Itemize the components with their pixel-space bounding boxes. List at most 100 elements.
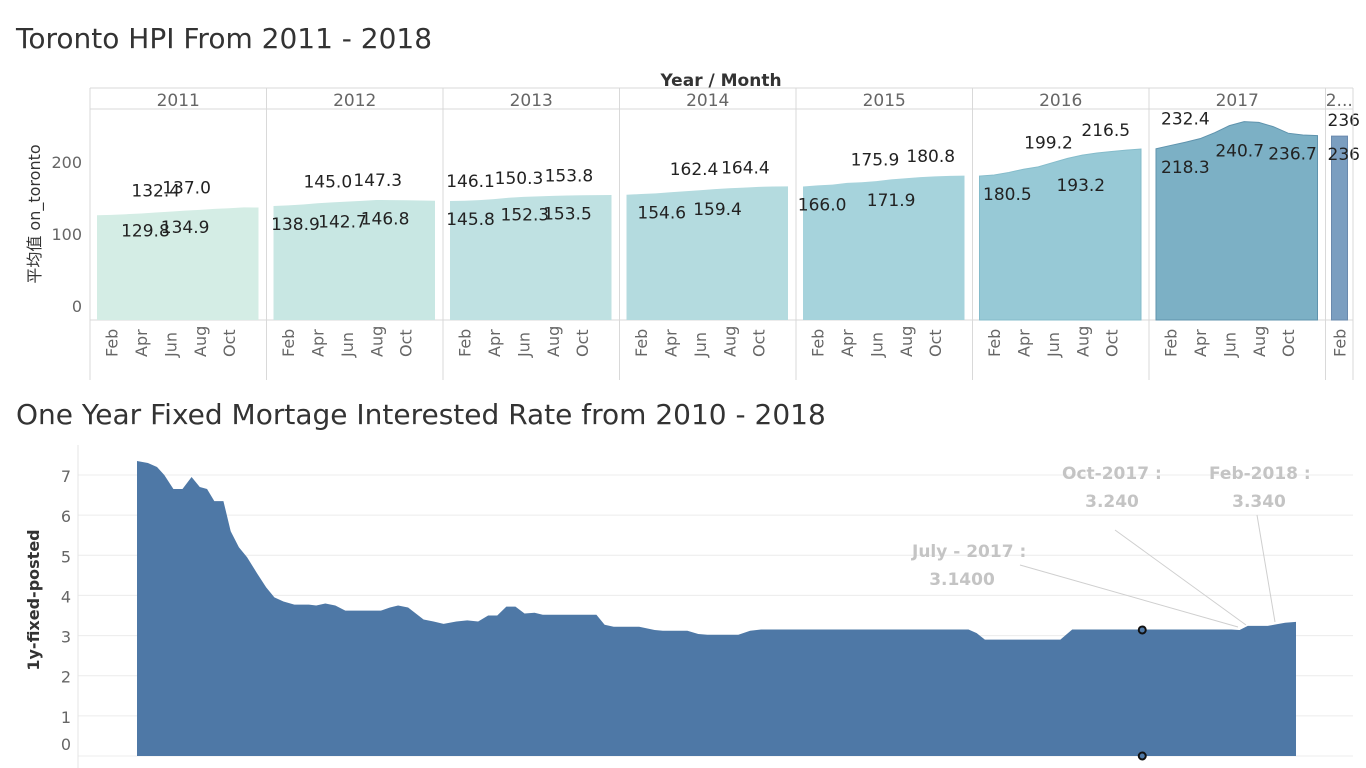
hpi-month-tick: Apr — [838, 329, 857, 357]
hpi-month-tick: Apr — [485, 329, 504, 357]
hpi-data-label: 134.9 — [161, 218, 210, 238]
hpi-data-label: 138.9 — [271, 215, 320, 235]
hpi-y-axis-label: 平均值 on_toronto — [25, 144, 45, 283]
hpi-month-tick: Jun — [338, 332, 357, 358]
hpi-area-2018 — [1331, 135, 1348, 321]
hpi-area-2017 — [1155, 121, 1318, 321]
hpi-month-tick: Jun — [161, 332, 180, 358]
hpi-data-label: 146.8 — [361, 209, 410, 229]
hpi-month-tick: Oct — [926, 329, 945, 357]
hpi-year-header: 2012 — [333, 91, 376, 111]
rate-chart-title: One Year Fixed Mortage Interested Rate f… — [16, 398, 826, 431]
hpi-data-label: 137.0 — [162, 178, 211, 198]
hpi-month-tick: Aug — [720, 326, 739, 357]
rate-y-tick-label: 1 — [61, 708, 71, 727]
hpi-data-label: 218.3 — [1161, 158, 1210, 178]
hpi-month-tick: Feb — [279, 329, 298, 357]
hpi-data-label: 199.2 — [1024, 134, 1073, 154]
hpi-y-tick-label: 0 — [72, 297, 82, 316]
hpi-data-label: 142.7 — [318, 212, 367, 232]
rate-annotation-value: 3.340 — [1232, 492, 1286, 512]
rate-y-tick-label: 5 — [61, 547, 71, 566]
hpi-y-tick-label: 100 — [51, 225, 82, 244]
hpi-month-tick: Feb — [985, 329, 1004, 357]
hpi-month-tick: Jun — [1220, 332, 1239, 358]
hpi-month-tick: Aug — [191, 326, 210, 357]
rate-y-tick-label: 2 — [61, 668, 71, 687]
rate-y-tick-label: 4 — [61, 587, 71, 606]
hpi-data-label: 159.4 — [693, 200, 742, 220]
rate-annotation-leader — [1256, 514, 1276, 623]
rate-annotation-label: July - 2017 : — [911, 542, 1026, 562]
hpi-month-tick: Oct — [750, 329, 769, 357]
hpi-year-header: 2017 — [1216, 91, 1259, 111]
hpi-area-2015 — [803, 175, 965, 320]
hpi-y-tick-label: 200 — [51, 153, 82, 172]
hpi-data-label: 154.6 — [637, 204, 686, 224]
hpi-month-tick: Jun — [691, 332, 710, 358]
hpi-data-label: 166.0 — [798, 195, 847, 215]
rate-y-tick-label: 7 — [61, 467, 71, 486]
hpi-data-label: 180.5 — [983, 185, 1032, 205]
hpi-data-label: 153.8 — [545, 166, 594, 186]
hpi-data-label: 236.7 — [1268, 145, 1317, 165]
hpi-month-tick: Aug — [897, 326, 916, 357]
hpi-month-tick: Apr — [1191, 329, 1210, 357]
rate-highlight-marker — [1137, 625, 1147, 635]
hpi-data-label: 150.3 — [495, 169, 544, 189]
hpi-year-header: 2014 — [686, 91, 729, 111]
hpi-year-header: 2013 — [510, 91, 553, 111]
hpi-month-tick: Aug — [1250, 326, 1269, 357]
hpi-data-label: 164.4 — [721, 159, 770, 179]
hpi-data-label: 145.0 — [303, 173, 352, 193]
rate-annotation-value: 3.240 — [1085, 492, 1139, 512]
hpi-data-label: 146.1 — [446, 172, 495, 192]
hpi-data-label: 236 — [1328, 111, 1360, 131]
hpi-data-label: 193.2 — [1056, 176, 1105, 196]
hpi-year-header: 2011 — [157, 91, 200, 111]
hpi-area-2013 — [450, 194, 612, 320]
hpi-month-tick: Aug — [1073, 326, 1092, 357]
hpi-area-2012 — [273, 199, 435, 320]
hpi-data-label: 236 — [1328, 145, 1360, 165]
hpi-data-label: 147.3 — [353, 171, 402, 191]
rate-annotation-value: 3.1400 — [929, 570, 995, 590]
hpi-data-label: 180.8 — [906, 147, 955, 167]
hpi-year-header: 2015 — [863, 91, 906, 111]
hpi-month-tick: Apr — [662, 329, 681, 357]
hpi-month-tick: Aug — [544, 326, 563, 357]
rate-y-tick-label: 3 — [61, 628, 71, 647]
hpi-month-tick: Apr — [1015, 329, 1034, 357]
hpi-area-2011 — [97, 207, 259, 320]
hpi-month-tick: Aug — [367, 326, 386, 357]
hpi-month-tick: Oct — [397, 329, 416, 357]
hpi-data-label: 216.5 — [1081, 121, 1130, 141]
year-month-header: Year / Month — [659, 71, 781, 91]
hpi-month-tick: Feb — [809, 329, 828, 357]
hpi-year-header: 2016 — [1039, 91, 1082, 111]
rate-y-axis-label: 1y-fixed-posted — [24, 529, 43, 670]
rate-annotation-leader — [1114, 529, 1247, 626]
hpi-month-tick: Jun — [514, 332, 533, 358]
hpi-month-tick: Feb — [1162, 329, 1181, 357]
hpi-month-tick: Feb — [103, 329, 122, 357]
rate-annotation-label: Oct-2017 : — [1062, 464, 1162, 484]
hpi-data-label: 162.4 — [670, 160, 719, 180]
hpi-data-label: 175.9 — [851, 150, 900, 170]
rate-annotation-leader — [1019, 564, 1239, 628]
hpi-month-tick: Feb — [1331, 329, 1350, 357]
hpi-data-label: 240.7 — [1215, 142, 1264, 162]
hpi-month-tick: Jun — [1044, 332, 1063, 358]
hpi-area-2014 — [626, 186, 788, 320]
hpi-month-tick: Jun — [867, 332, 886, 358]
rate-annotation-label: Feb-2018 : — [1209, 464, 1311, 484]
rate-y-tick-label: 6 — [61, 507, 71, 526]
hpi-data-label: 145.8 — [446, 210, 495, 230]
hpi-month-tick: Oct — [1279, 329, 1298, 357]
hpi-area-2016 — [979, 148, 1142, 321]
hpi-data-label: 171.9 — [867, 191, 916, 211]
hpi-data-label: 152.3 — [501, 205, 550, 225]
hpi-month-tick: Apr — [132, 329, 151, 357]
rate-y-tick-label: 0 — [61, 735, 71, 754]
